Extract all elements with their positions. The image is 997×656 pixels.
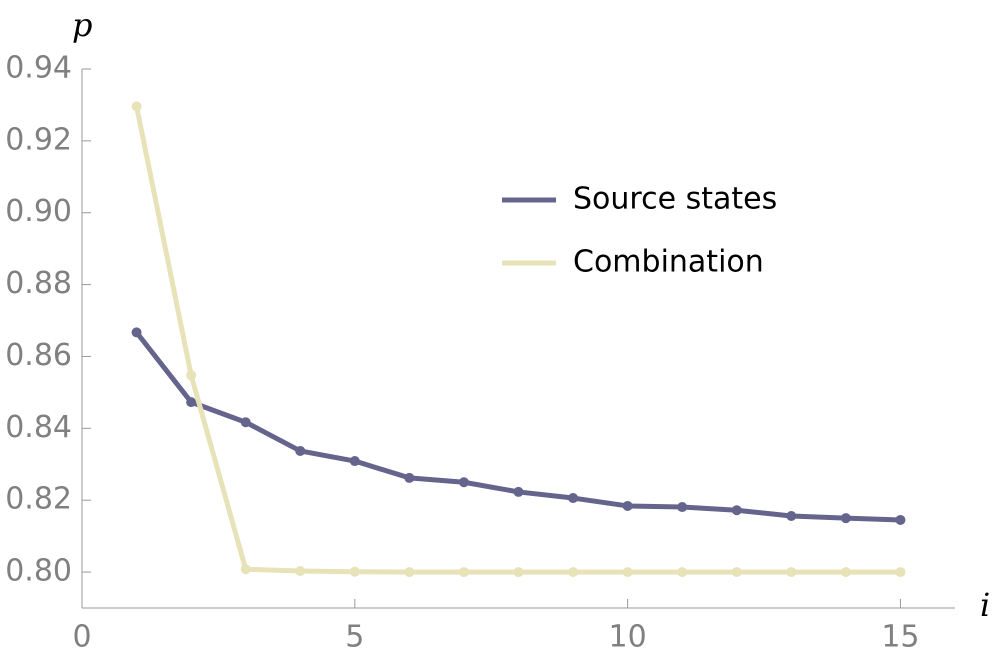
data-point: [677, 567, 688, 578]
data-point: [731, 567, 742, 578]
data-point: [295, 445, 306, 456]
data-point: [404, 567, 415, 578]
data-point: [622, 500, 633, 511]
y-axis-label: p: [72, 6, 92, 44]
data-point: [568, 567, 579, 578]
data-point: [731, 505, 742, 516]
data-point: [240, 564, 251, 575]
y-tick-label: 0.82: [5, 482, 72, 517]
x-axis-label: i: [980, 586, 990, 624]
series-line: [134, 105, 901, 575]
data-point: [186, 397, 197, 408]
data-point: [786, 567, 797, 578]
y-tick-label: 0.90: [5, 194, 72, 229]
y-tick-label: 0.94: [5, 51, 72, 86]
data-point: [840, 513, 851, 524]
x-tick-label: 0: [72, 620, 91, 655]
data-point: [404, 472, 415, 483]
data-point: [349, 566, 360, 577]
y-tick-label: 0.92: [5, 122, 72, 157]
data-point: [895, 514, 906, 525]
x-tick-label: 10: [609, 620, 647, 655]
y-tick-label: 0.84: [5, 410, 72, 445]
data-point: [349, 456, 360, 467]
data-point: [622, 567, 633, 578]
data-point: [568, 493, 579, 504]
data-point: [677, 502, 688, 513]
y-tick-label: 0.88: [5, 266, 72, 301]
data-point: [458, 567, 469, 578]
data-point: [786, 511, 797, 522]
legend-label: Source states: [573, 182, 777, 217]
data-point: [513, 567, 524, 578]
y-tick-label: 0.80: [5, 554, 72, 589]
data-point: [186, 370, 197, 381]
legend-label: Combination: [573, 245, 764, 280]
x-tick-label: 15: [881, 620, 919, 655]
data-point: [840, 567, 851, 578]
data-point: [295, 565, 306, 576]
x-tick-label: 5: [345, 620, 364, 655]
y-tick-label: 0.86: [5, 338, 72, 373]
data-point: [240, 417, 251, 428]
data-point: [895, 567, 906, 578]
data-point: [131, 327, 142, 338]
data-point: [513, 486, 524, 497]
data-point: [131, 101, 142, 112]
data-point: [458, 477, 469, 488]
